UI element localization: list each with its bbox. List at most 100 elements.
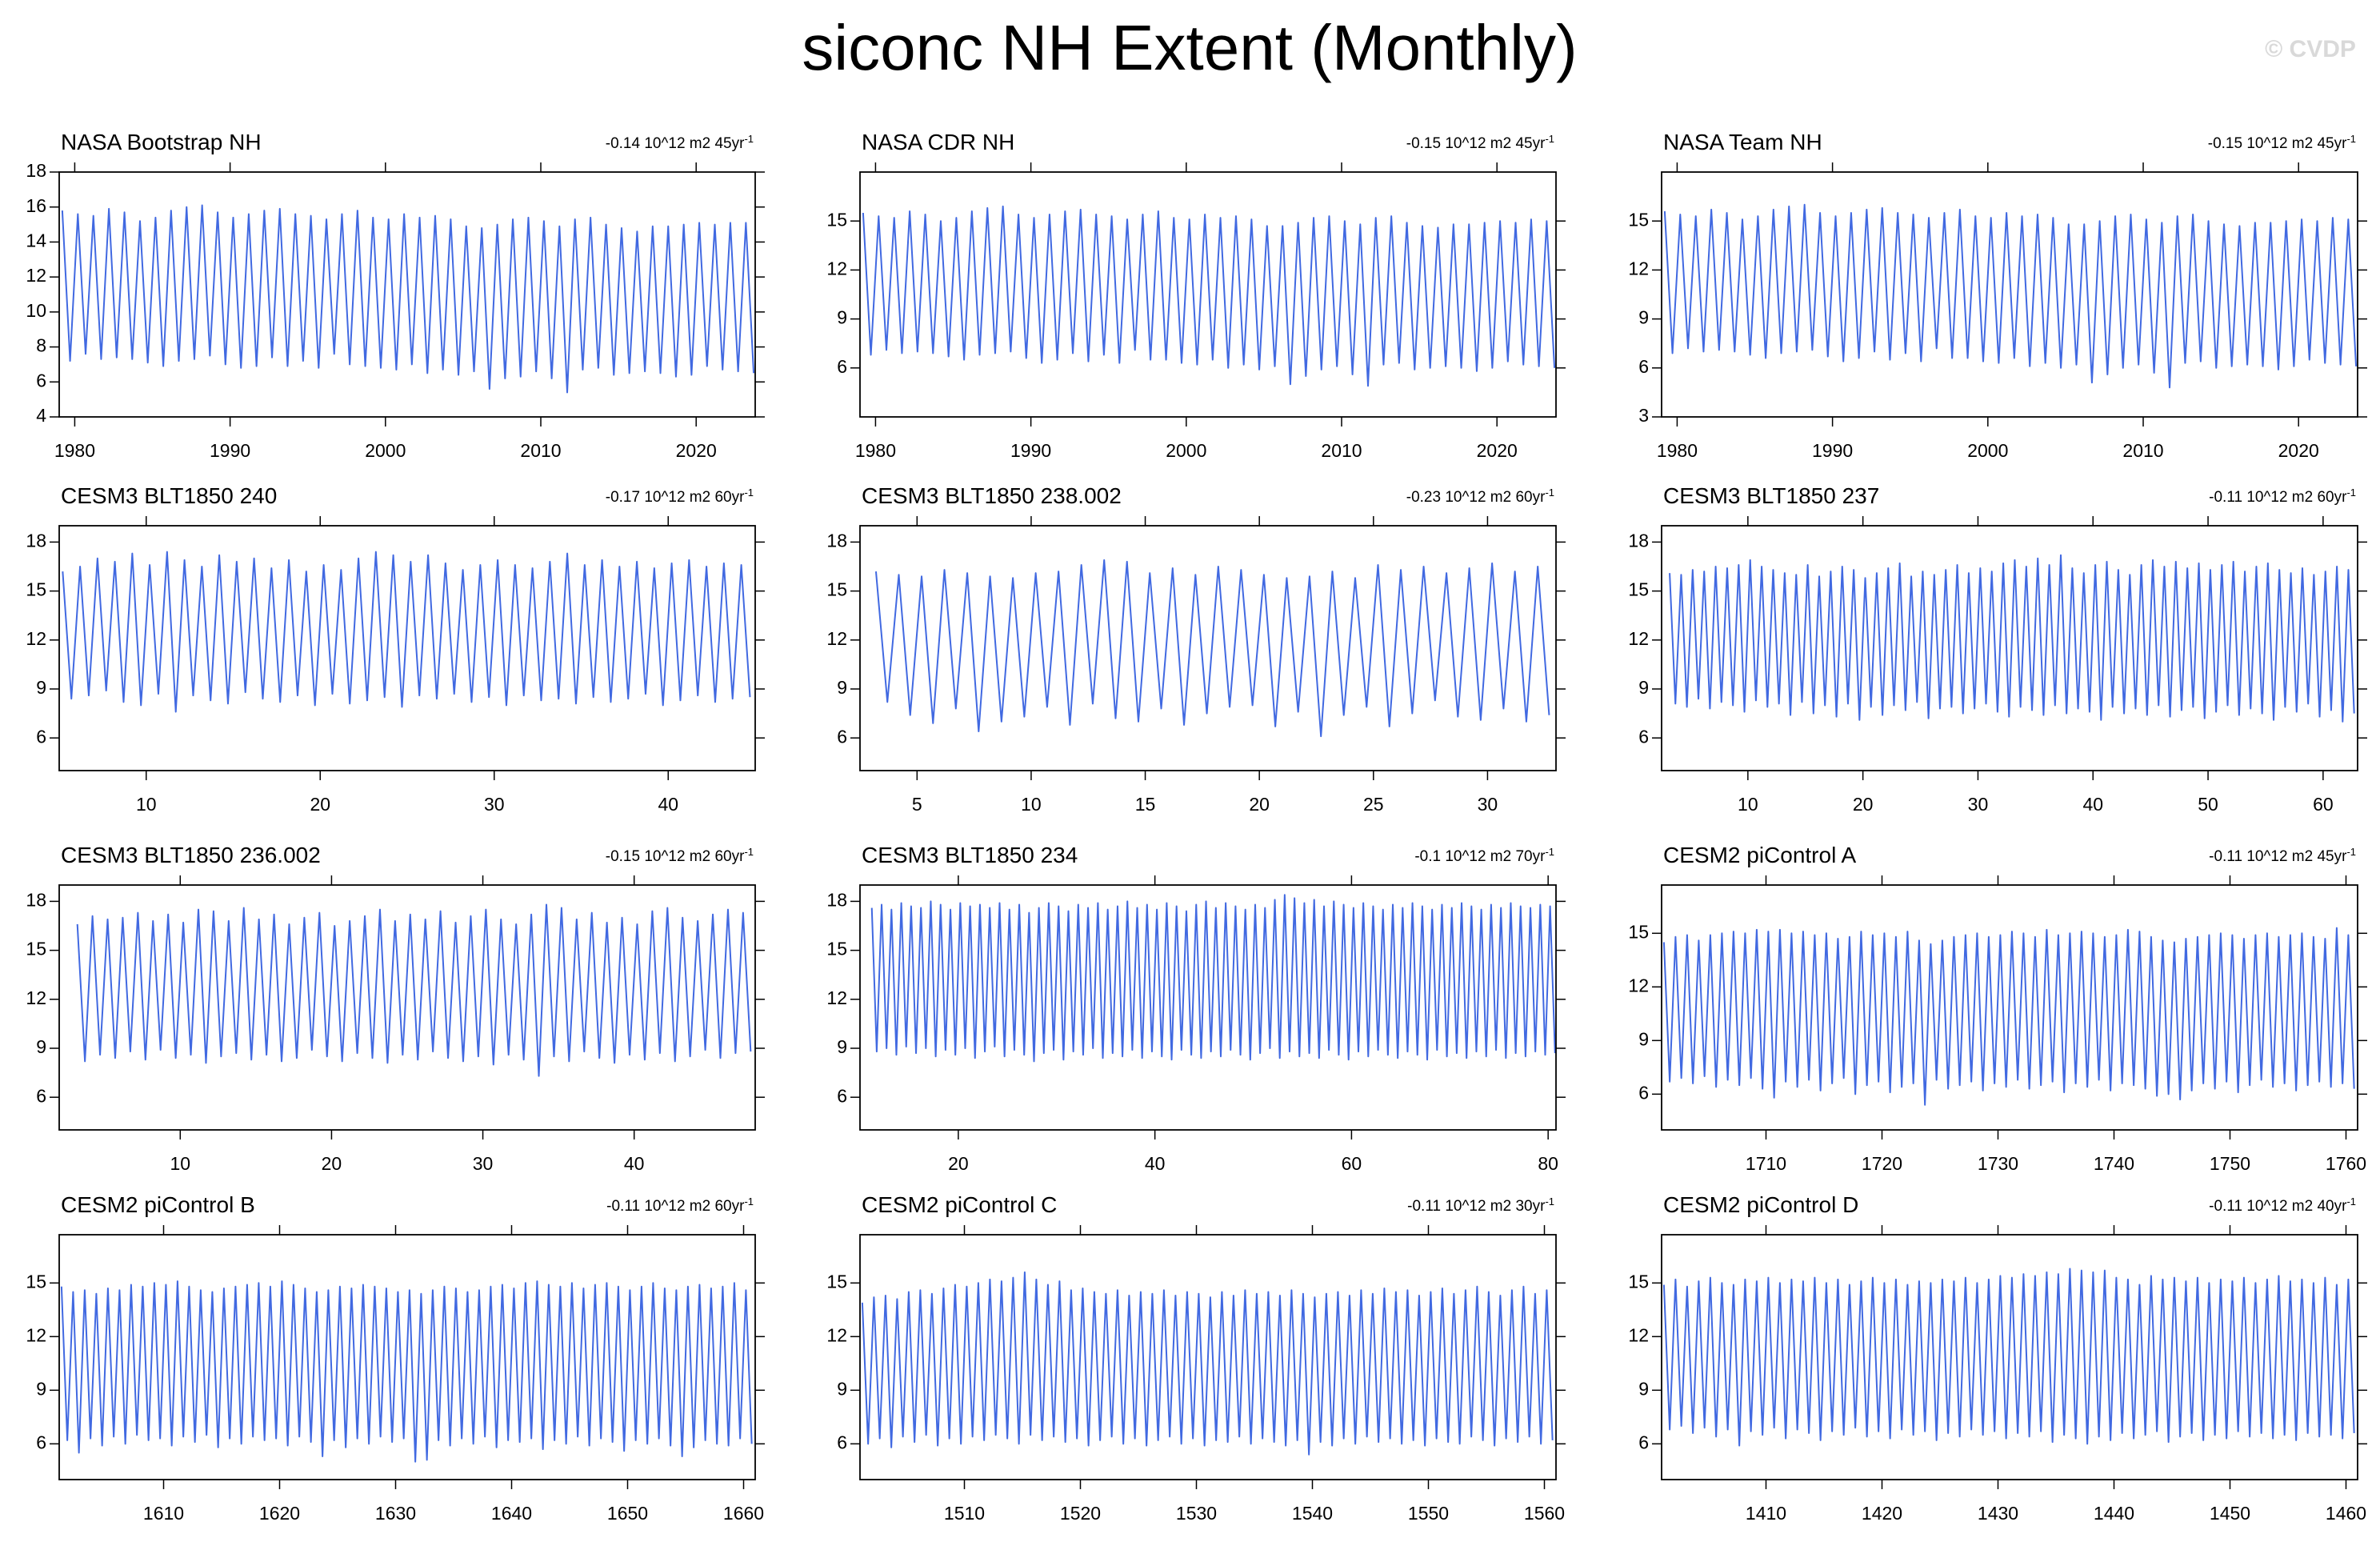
- data-line: [861, 1271, 1554, 1456]
- x-tick-label: 1980: [54, 440, 95, 461]
- x-tick-label: 1740: [2094, 1153, 2134, 1174]
- panel-title: CESM3 BLT1850 236.002: [61, 843, 321, 867]
- x-tick-label: 1980: [855, 440, 896, 461]
- trend-exponent: -1: [2346, 133, 2356, 145]
- trend-exponent: -1: [1545, 846, 1554, 858]
- y-tick-label: 12: [826, 987, 847, 1008]
- x-tick-label: 1630: [375, 1503, 416, 1524]
- y-tick-label: 6: [36, 1432, 46, 1452]
- panel-title: CESM2 piControl A: [1663, 843, 1857, 867]
- x-tick-label: 50: [2198, 794, 2218, 815]
- y-tick-label: 6: [1638, 726, 1649, 747]
- x-tick-label: 2000: [365, 440, 406, 461]
- x-tick-label: 1990: [1812, 440, 1853, 461]
- trend-value: -0.11 10^12 m2 60yr: [606, 1198, 745, 1215]
- x-tick-label: 20: [1249, 794, 1270, 815]
- y-tick-label: 14: [26, 230, 46, 251]
- panel-title: CESM3 BLT1850 234: [862, 843, 1078, 867]
- plot-frame: [859, 1234, 1557, 1480]
- trend-value: -0.1 10^12 m2 70yr: [1414, 848, 1546, 865]
- y-tick-label: 9: [837, 1036, 847, 1057]
- x-tick-label: 1460: [2326, 1503, 2366, 1524]
- x-tick-label: 1990: [1010, 440, 1051, 461]
- y-tick-label: 18: [26, 889, 46, 910]
- y-tick-label: 9: [1638, 1028, 1649, 1049]
- y-tick-label: 12: [826, 1324, 847, 1345]
- x-tick-label: 1420: [1862, 1503, 1902, 1524]
- data-line: [870, 894, 1556, 1063]
- panel: NASA Bootstrap NH -0.14 10^12 m2 45yr-1 4 6…: [26, 130, 765, 461]
- trend-value: -0.17 10^12 m2 60yr: [606, 489, 745, 506]
- x-tick-label: 10: [136, 794, 157, 815]
- y-tick-label: 9: [1638, 677, 1649, 698]
- x-tick-label: 2010: [2122, 440, 2163, 461]
- data-line: [1662, 927, 2355, 1106]
- y-tick-label: 12: [826, 628, 847, 649]
- x-tick-label: 15: [1135, 794, 1156, 815]
- x-tick-label: 30: [484, 794, 505, 815]
- y-tick-label: 12: [26, 265, 46, 286]
- panel: CESM3 BLT1850 236.002 -0.15 10^12 m2 60yr…: [26, 843, 765, 1174]
- x-tick-label: 1530: [1176, 1503, 1217, 1524]
- y-tick-label: 12: [1628, 258, 1649, 278]
- y-tick-label: 9: [36, 1036, 46, 1057]
- data-line: [1662, 1268, 2355, 1447]
- trend-label: -0.15 10^12 m2 45yr-1: [2208, 133, 2356, 153]
- trend-exponent: -1: [744, 487, 754, 499]
- trend-exponent: -1: [744, 846, 754, 858]
- y-tick-label: 6: [837, 1432, 847, 1452]
- x-tick-label: 60: [2313, 794, 2334, 815]
- x-tick-label: 1710: [1746, 1153, 1786, 1174]
- y-tick-label: 15: [826, 579, 847, 600]
- x-tick-label: 1990: [210, 440, 250, 461]
- y-tick-label: 6: [837, 356, 847, 377]
- trend-value: -0.15 10^12 m2 45yr: [2208, 135, 2347, 152]
- y-tick-label: 6: [36, 370, 46, 391]
- y-tick-label: 6: [1638, 1432, 1649, 1452]
- x-tick-label: 30: [473, 1153, 494, 1174]
- x-tick-label: 2000: [1166, 440, 1206, 461]
- trend-label: -0.14 10^12 m2 45yr-1: [606, 133, 754, 153]
- x-tick-label: 10: [1738, 794, 1758, 815]
- data-line: [76, 903, 752, 1077]
- data-line: [862, 205, 1556, 387]
- y-tick-label: 15: [26, 1271, 46, 1292]
- trend-value: -0.11 10^12 m2 60yr: [2209, 489, 2347, 506]
- y-tick-label: 18: [826, 889, 847, 910]
- plot-frame: [859, 884, 1557, 1131]
- x-tick-label: 20: [310, 794, 330, 815]
- trend-label: -0.11 10^12 m2 60yr-1: [606, 1196, 754, 1216]
- panel-title: NASA CDR NH: [862, 130, 1014, 154]
- trend-label: -0.23 10^12 m2 60yr-1: [1406, 487, 1554, 507]
- plot-frame: [859, 525, 1557, 771]
- trend-label: -0.11 10^12 m2 45yr-1: [2209, 846, 2356, 866]
- y-tick-label: 18: [1628, 530, 1649, 551]
- trend-exponent: -1: [1545, 1196, 1554, 1208]
- panel-title: CESM3 BLT1850 238.002: [862, 483, 1122, 508]
- panel: CESM3 BLT1850 237 -0.11 10^12 m2 60yr-1 6 9…: [1628, 483, 2367, 815]
- x-tick-label: 1730: [1978, 1153, 2018, 1174]
- panel: CESM2 piControl A -0.11 10^12 m2 45yr-1 6 9…: [1628, 843, 2367, 1174]
- x-tick-label: 20: [1853, 794, 1874, 815]
- x-tick-label: 1610: [143, 1503, 184, 1524]
- y-tick-label: 12: [26, 987, 46, 1008]
- x-tick-label: 1430: [1978, 1503, 2018, 1524]
- data-line: [1663, 203, 2358, 389]
- y-tick-label: 9: [837, 307, 847, 328]
- data-line: [874, 559, 1550, 738]
- x-tick-label: 20: [322, 1153, 342, 1174]
- plot-frame: [859, 171, 1557, 418]
- trend-value: -0.23 10^12 m2 60yr: [1406, 489, 1546, 506]
- x-tick-label: 40: [2082, 794, 2103, 815]
- data-line: [62, 551, 751, 713]
- x-tick-label: 2020: [676, 440, 717, 461]
- data-line: [61, 204, 755, 394]
- panel: CESM2 piControl B -0.11 10^12 m2 60yr-1 6 9…: [26, 1192, 765, 1524]
- y-tick-label: 9: [837, 677, 847, 698]
- x-tick-label: 2010: [1321, 440, 1362, 461]
- y-tick-label: 12: [1628, 1324, 1649, 1345]
- y-tick-label: 6: [1638, 1082, 1649, 1103]
- chart-title: siconc NH Extent (Monthly): [802, 12, 1577, 83]
- trend-exponent: -1: [744, 133, 754, 145]
